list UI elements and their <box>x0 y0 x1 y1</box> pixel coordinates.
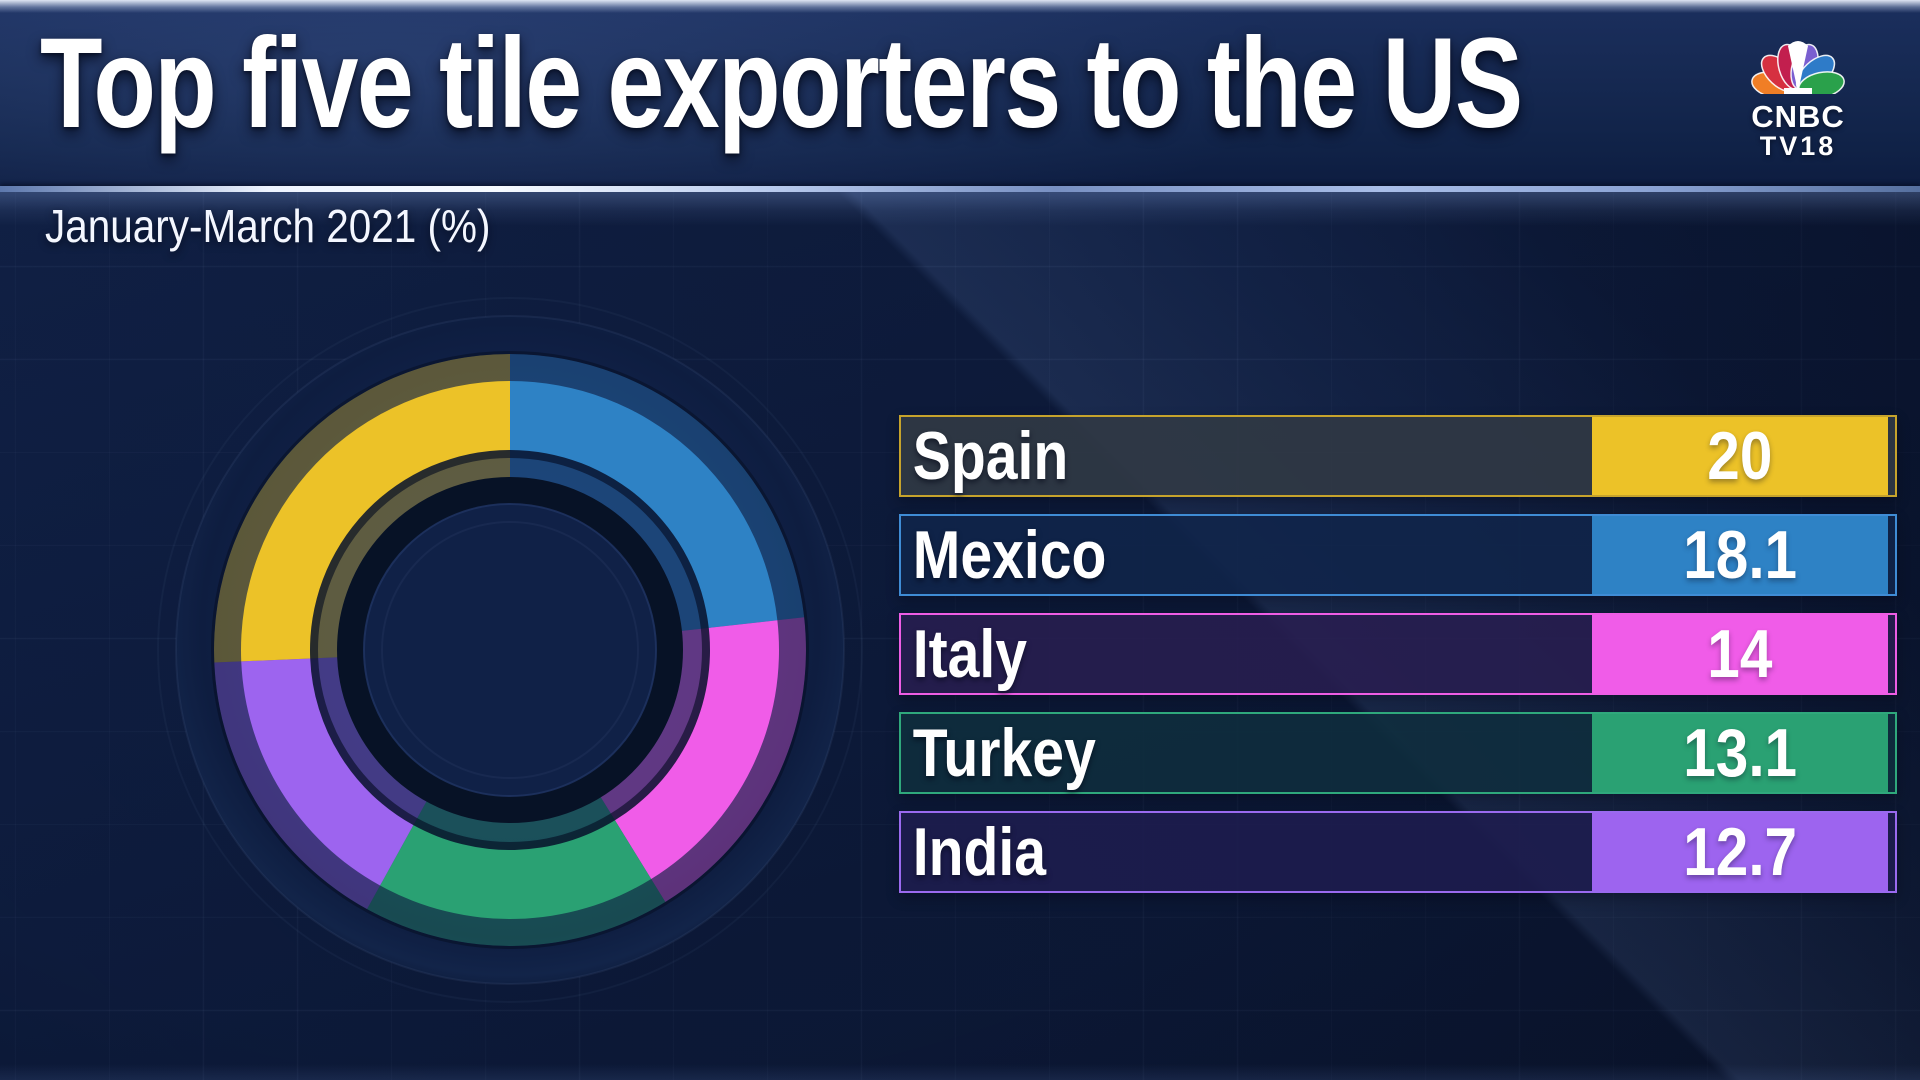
value-text: 18.1 <box>1683 517 1797 593</box>
plate-outer-ring <box>157 297 863 1003</box>
donut-segment-india <box>241 658 414 886</box>
legend-row-spain: Spain 20 <box>899 415 1897 497</box>
bright-inner-seam <box>308 448 712 852</box>
top-edge-glow <box>0 0 1920 13</box>
donut-segment-italy <box>614 620 780 879</box>
legend: Spain 20 Mexico 18.1 Italy 14 Turkey 13.1 India 1… <box>899 415 1897 910</box>
legend-row-mexico: Mexico 18.1 <box>899 514 1897 596</box>
chart-subtitle: January-March 2021 (%) <box>45 200 491 252</box>
donut-segment-mexico <box>510 381 778 628</box>
header-divider <box>0 186 1920 192</box>
country-label: Spain <box>912 418 1069 494</box>
donut-segment-turkey <box>380 820 652 920</box>
legend-row-italy: Italy 14 <box>899 613 1897 695</box>
inner-dark-ring <box>337 477 683 823</box>
value-text: 14 <box>1707 616 1773 692</box>
value-chip: 20 <box>1592 417 1888 495</box>
legend-row-turkey: Turkey 13.1 <box>899 712 1897 794</box>
donut-chart <box>157 297 863 1003</box>
cnbc-tv18-logo: CNBC TV18 <box>1728 16 1868 160</box>
logo-text-tv18: TV18 <box>1759 131 1837 161</box>
logo-text-cnbc: CNBC <box>1751 99 1845 134</box>
country-label: Turkey <box>912 715 1096 791</box>
country-label: India <box>912 814 1047 890</box>
donut-hole <box>363 503 657 797</box>
page-title: Top five tile exporters to the US <box>40 12 1523 155</box>
value-text: 20 <box>1707 418 1773 494</box>
value-chip: 18.1 <box>1592 516 1888 594</box>
value-chip: 14 <box>1592 615 1888 693</box>
legend-row-india: India 12.7 <box>899 811 1897 893</box>
value-text: 12.7 <box>1683 814 1797 890</box>
value-chip: 12.7 <box>1592 813 1888 891</box>
header-divider-glow <box>0 192 1920 226</box>
country-label: Italy <box>912 616 1028 692</box>
bottom-edge-glow <box>0 1064 1920 1080</box>
value-text: 13.1 <box>1683 715 1797 791</box>
donut-segment-spain <box>240 381 510 662</box>
hole-faint-ring <box>381 521 639 779</box>
peacock-icon <box>1751 41 1845 99</box>
value-chip: 13.1 <box>1592 714 1888 792</box>
header-band: Top five tile exporters to the US CNBC T… <box>0 0 1920 186</box>
country-label: Mexico <box>912 517 1107 593</box>
dim-outer-seam <box>211 351 809 949</box>
